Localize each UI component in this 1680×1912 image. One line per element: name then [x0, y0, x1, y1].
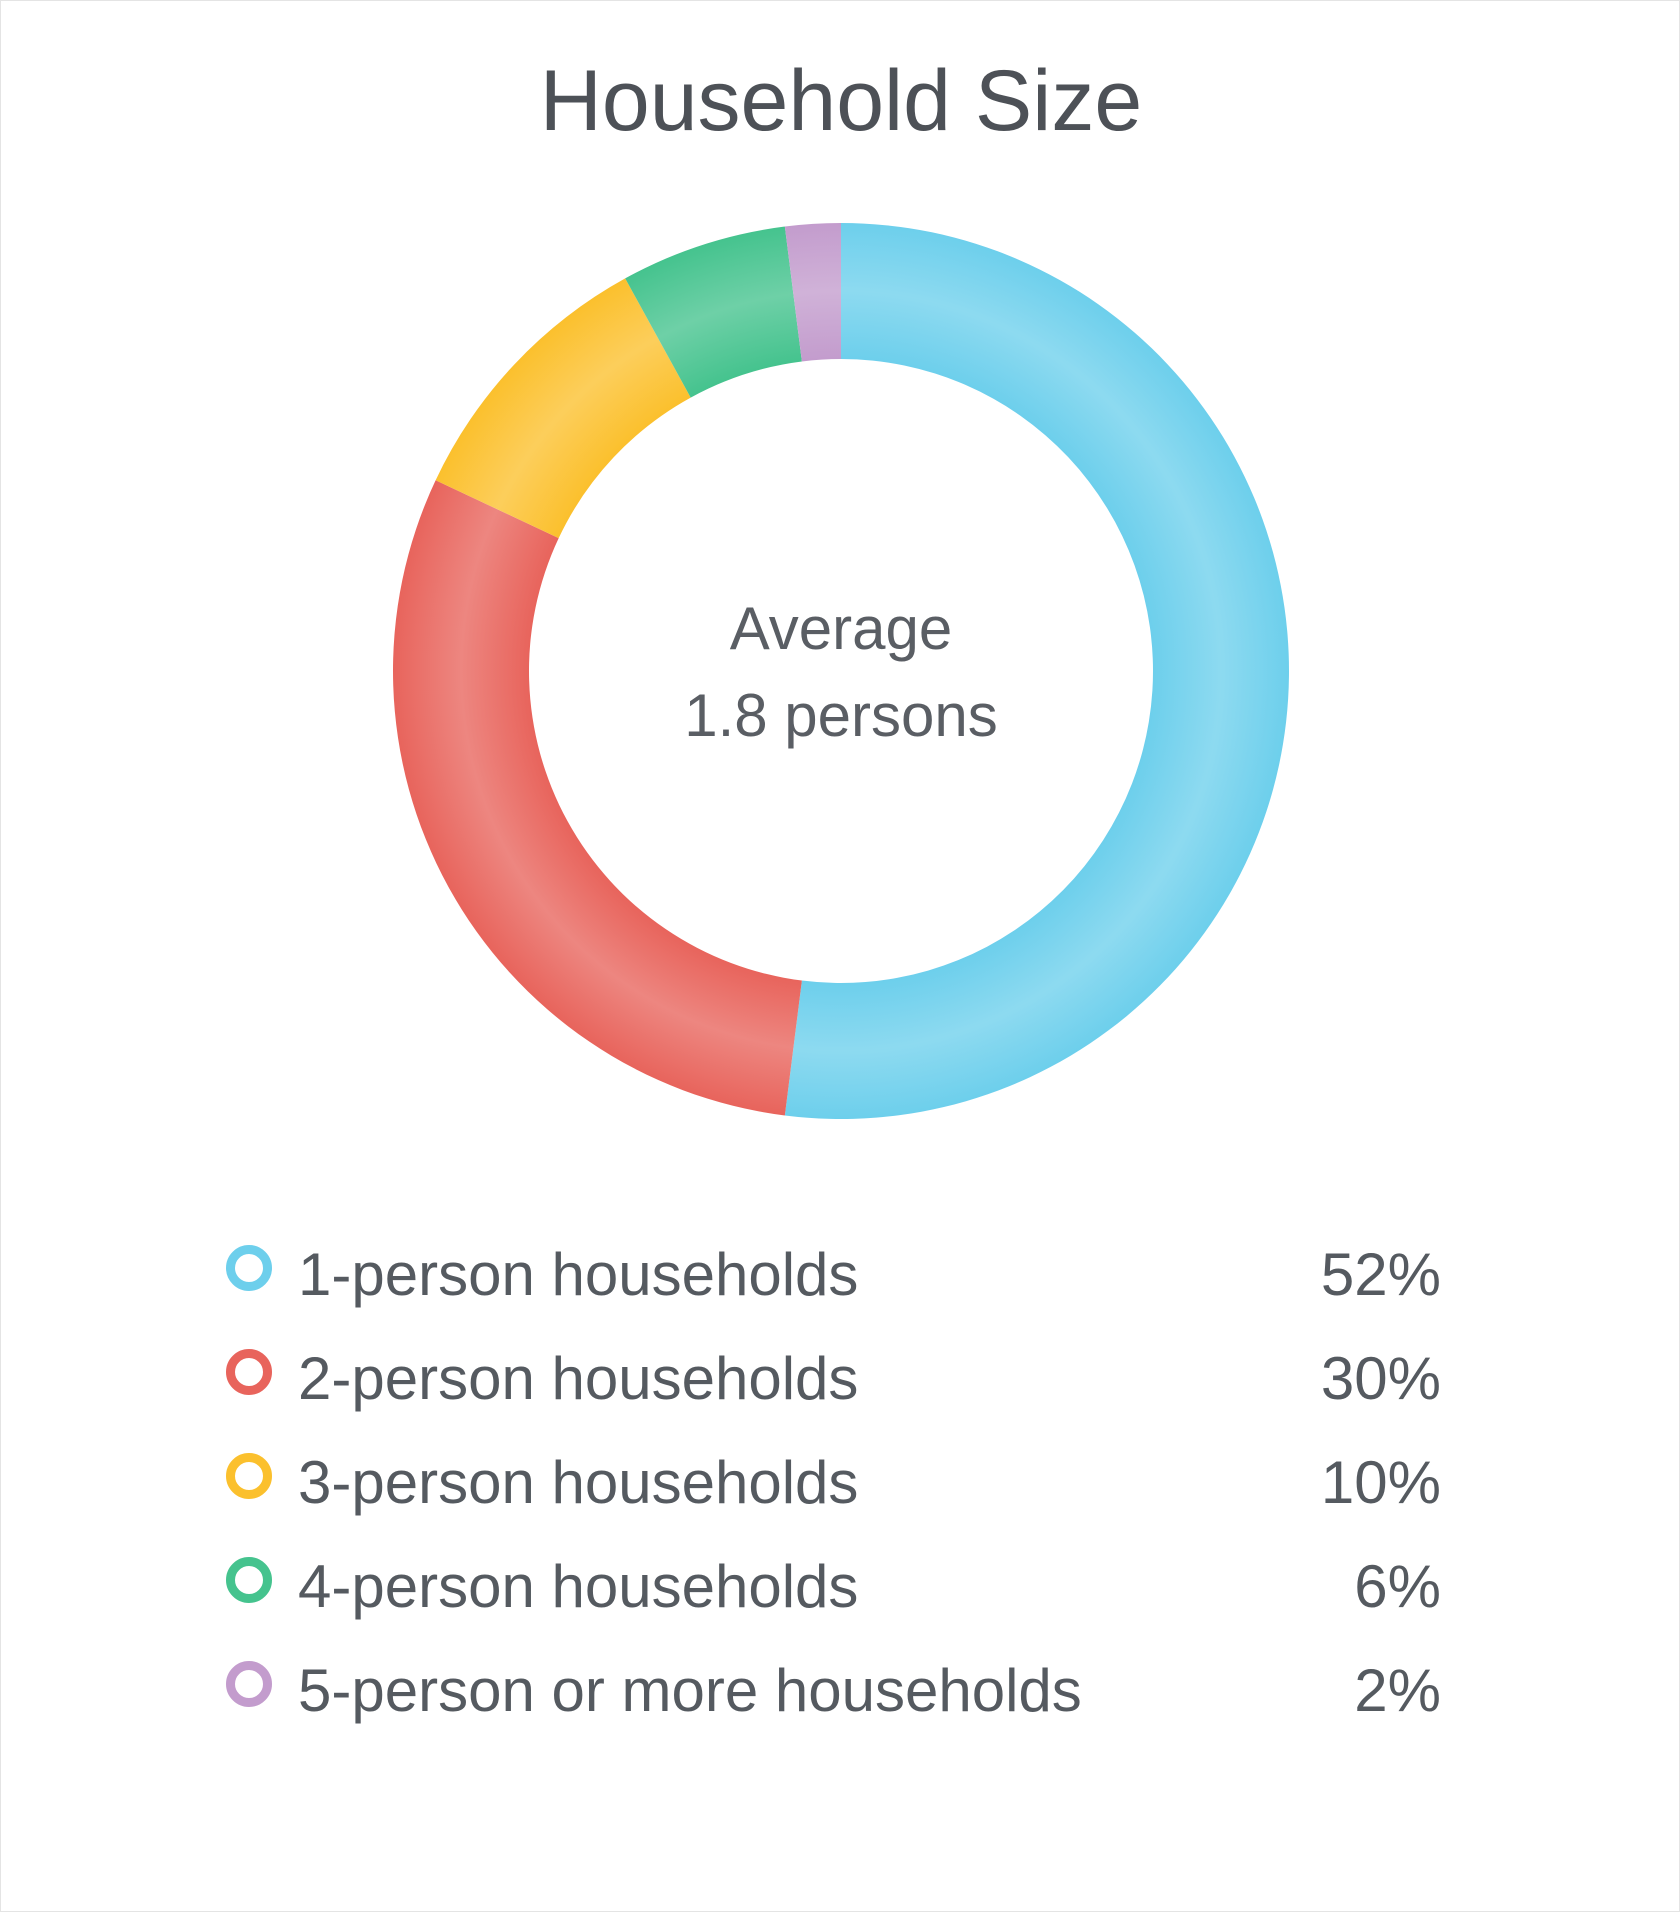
legend-label: 5-person or more households: [298, 1657, 1082, 1724]
legend-marker-icon: [226, 1557, 272, 1603]
legend-marker-icon: [226, 1661, 272, 1707]
legend-label: 1-person households: [298, 1241, 859, 1308]
donut-chart: [392, 223, 1289, 1119]
legend-marker-icon: [226, 1245, 272, 1291]
legend-label: 2-person households: [298, 1345, 859, 1412]
center-label-value: 1.8 persons: [684, 682, 998, 749]
legend-item[interactable]: 4-person households 6%: [226, 1535, 1441, 1639]
donut-slice-1[interactable]: [784, 223, 1289, 1119]
legend-item[interactable]: 3-person households 10%: [226, 1431, 1441, 1535]
donut-slice-4[interactable]: [625, 226, 802, 398]
legend-value: 52%: [1320, 1241, 1441, 1308]
legend-value: 2%: [1354, 1657, 1441, 1724]
legend-value: 30%: [1320, 1345, 1441, 1412]
donut-slice-2[interactable]: [392, 480, 802, 1116]
legend-item[interactable]: 2-person households 30%: [226, 1327, 1441, 1431]
legend-value: 6%: [1354, 1553, 1441, 1620]
legend-marker-icon: [226, 1453, 272, 1499]
legend-label: 4-person households: [298, 1553, 859, 1620]
legend-value: 10%: [1320, 1449, 1441, 1516]
chart-title: Household Size: [539, 53, 1143, 149]
donut-slice-5[interactable]: [784, 223, 841, 362]
legend-item[interactable]: 5-person or more households 2%: [226, 1639, 1441, 1743]
legend-marker-icon: [226, 1349, 272, 1395]
legend-item[interactable]: 1-person households 52%: [226, 1223, 1441, 1327]
donut-slice-3[interactable]: [435, 278, 691, 539]
center-label-title: Average: [729, 595, 953, 662]
legend-label: 3-person households: [298, 1449, 859, 1516]
chart-legend: 1-person households 52% 2-person household…: [226, 1223, 1441, 1743]
